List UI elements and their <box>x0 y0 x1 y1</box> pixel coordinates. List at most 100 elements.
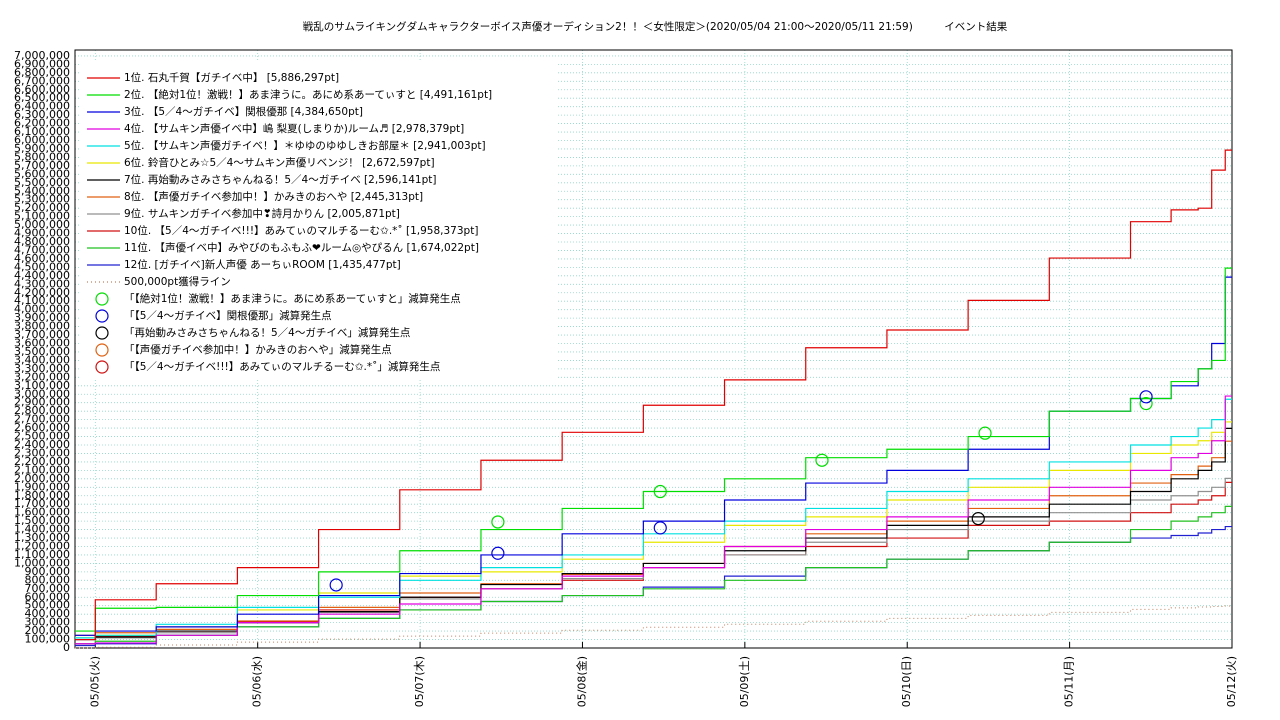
legend-label: 2位. 【絶対1位！激戦！】あま津うに。あにめ系あーてぃすと [4,491,16… <box>124 88 492 101</box>
y-tick-label: 300,000 <box>25 616 71 629</box>
legend-label: 9位. サムキンガチイベ参加中❣詩月かりん [2,005,871pt] <box>124 207 400 220</box>
legend-label: 11位. 【声優イベ中】みやびのもふもふ❤ルーム◎やぴるん [1,674,022… <box>124 241 479 254</box>
y-tick-label: 2,600,000 <box>14 421 70 434</box>
plot-frame <box>74 49 1233 649</box>
legend-label: 「【5／4〜ガチイベ!!!】あみてぃのマルチるーむ✩.*˚」減算発生点 <box>124 360 440 373</box>
y-tick-label: 1,400,000 <box>14 523 70 536</box>
y-tick-label: 4,100,000 <box>14 294 70 307</box>
y-tick-label: 2,700,000 <box>14 413 70 426</box>
y-tick-label: 100,000 <box>25 633 71 646</box>
y-tick-label: 3,400,000 <box>14 353 70 366</box>
y-tick-label: 0 <box>63 641 70 654</box>
y-tick-label: 6,700,000 <box>14 74 70 87</box>
y-tick-label: 6,400,000 <box>14 100 70 113</box>
legend-label: 「【5／4〜ガチイベ】関根優那」減算発生点 <box>124 309 332 322</box>
marker <box>491 515 505 529</box>
marker <box>815 453 829 467</box>
legend-label: 10位. 【5／4〜ガチイベ!!!】あみてぃのマルチるーむ✩.*˚ [1,958… <box>124 224 478 237</box>
legend-label: 12位. [ガチイベ]新人声優 あーちぃROOM [1,435,477pt] <box>124 258 401 271</box>
legend-marker <box>95 292 109 306</box>
y-tick-label: 3,700,000 <box>14 328 70 341</box>
y-tick-label: 2,500,000 <box>14 430 70 443</box>
y-tick-label: 5,300,000 <box>14 193 70 206</box>
marker <box>653 484 667 499</box>
y-tick-label: 1,900,000 <box>14 480 70 493</box>
y-tick-label: 5,400,000 <box>14 184 70 197</box>
y-tick-label: 400,000 <box>25 607 71 620</box>
y-tick-label: 1,800,000 <box>14 489 70 502</box>
y-tick-label: 4,800,000 <box>14 235 70 248</box>
x-tick-label: 05/06(水) <box>251 656 264 707</box>
legend-marker <box>95 343 109 357</box>
y-tick-label: 2,300,000 <box>14 446 70 459</box>
marker <box>1139 396 1153 411</box>
y-tick-label: 4,200,000 <box>14 286 70 299</box>
y-tick-label: 2,200,000 <box>14 455 70 468</box>
marker <box>971 511 985 526</box>
series-line <box>75 525 1232 647</box>
y-tick-label: 2,000,000 <box>14 472 70 485</box>
legend-label: 「【声優ガチイベ参加中！】かみきのおへや」減算発生点 <box>124 343 392 356</box>
y-tick-label: 500,000 <box>25 599 71 612</box>
y-tick-label: 1,000,000 <box>14 556 70 569</box>
y-tick-label: 6,000,000 <box>14 134 70 147</box>
legend-label: 5位. 【サムキン声優ガチイベ！】＊ゆゆのゆゆしきお部屋＊ [2,941,003… <box>124 139 486 152</box>
legend-marker <box>95 326 109 340</box>
y-tick-label: 4,400,000 <box>14 269 70 282</box>
y-tick-label: 3,200,000 <box>14 370 70 383</box>
legend-label: 「再始動みさみさちゃんねる！5／4〜ガチイベ」減算発生点 <box>124 326 410 339</box>
y-tick-label: 5,100,000 <box>14 210 70 223</box>
y-tick-label: 7,000,000 <box>14 49 70 62</box>
series-line <box>75 395 1232 645</box>
series-line <box>75 267 1232 632</box>
x-tick-label: 05/08(金) <box>574 656 588 707</box>
marker <box>978 426 992 440</box>
marker <box>329 578 343 592</box>
y-tick-label: 5,900,000 <box>14 142 70 155</box>
y-tick-label: 4,700,000 <box>14 243 70 256</box>
y-tick-label: 1,100,000 <box>14 548 70 561</box>
series-line <box>75 149 1232 641</box>
legend-label: 500,000pt獲得ライン <box>124 275 231 288</box>
y-tick-label: 700,000 <box>25 582 71 595</box>
y-tick-label: 6,300,000 <box>14 108 70 121</box>
y-tick-label: 6,200,000 <box>14 117 70 130</box>
y-tick-label: 6,500,000 <box>14 91 70 104</box>
y-tick-label: 2,100,000 <box>14 463 70 476</box>
y-tick-label: 1,300,000 <box>14 531 70 544</box>
y-tick-label: 6,600,000 <box>14 83 70 96</box>
y-tick-label: 5,000,000 <box>14 218 70 231</box>
y-tick-label: 200,000 <box>25 624 71 637</box>
marker <box>491 546 505 560</box>
y-tick-label: 4,000,000 <box>14 303 70 316</box>
y-tick-label: 1,200,000 <box>14 540 70 553</box>
x-tick-label: 05/07(木) <box>413 656 426 707</box>
chart-title: 戦乱のサムライキングダムキャラクターボイス声優オーディション2！！＜女性限定＞(… <box>303 20 1008 33</box>
legend-marker <box>95 309 109 323</box>
legend-marker <box>95 360 109 374</box>
y-tick-label: 1,700,000 <box>14 497 70 510</box>
series-line <box>75 505 1232 645</box>
y-tick-label: 800,000 <box>25 573 71 586</box>
y-tick-label: 1,600,000 <box>14 506 70 519</box>
y-tick-label: 3,100,000 <box>14 379 70 392</box>
legend-label: 3位. 【5／4〜ガチイベ】関根優那 [4,384,650pt] <box>124 105 363 118</box>
y-tick-label: 3,500,000 <box>14 345 70 358</box>
series-line <box>75 398 1232 639</box>
y-tick-label: 5,200,000 <box>14 201 70 214</box>
y-tick-label: 6,100,000 <box>14 125 70 138</box>
legend-label: 7位. 再始動みさみさちゃんねる！5／4〜ガチイベ [2,596,141pt] <box>124 173 436 186</box>
legend-label: 8位. 【声優ガチイベ参加中！】かみきのおへや [2,445,313pt] <box>124 190 423 203</box>
x-tick-label: 05/12(火) <box>1225 656 1238 707</box>
legend: 1位. 石丸千賀【ガチイベ中】 [5,886,297pt] 2位. 【絶対1位！激… <box>80 62 556 378</box>
y-tick-label: 2,800,000 <box>14 404 70 417</box>
y-tick-label: 4,300,000 <box>14 277 70 290</box>
x-tick-label: 05/09(土) <box>738 656 751 707</box>
series-line <box>75 421 1232 639</box>
legend-box <box>80 62 556 378</box>
x-tick-label: 05/05(火) <box>88 656 101 707</box>
y-tick-label: 6,800,000 <box>14 66 70 79</box>
y-tick-label: 2,900,000 <box>14 396 70 409</box>
y-tick-label: 1,500,000 <box>14 514 70 527</box>
